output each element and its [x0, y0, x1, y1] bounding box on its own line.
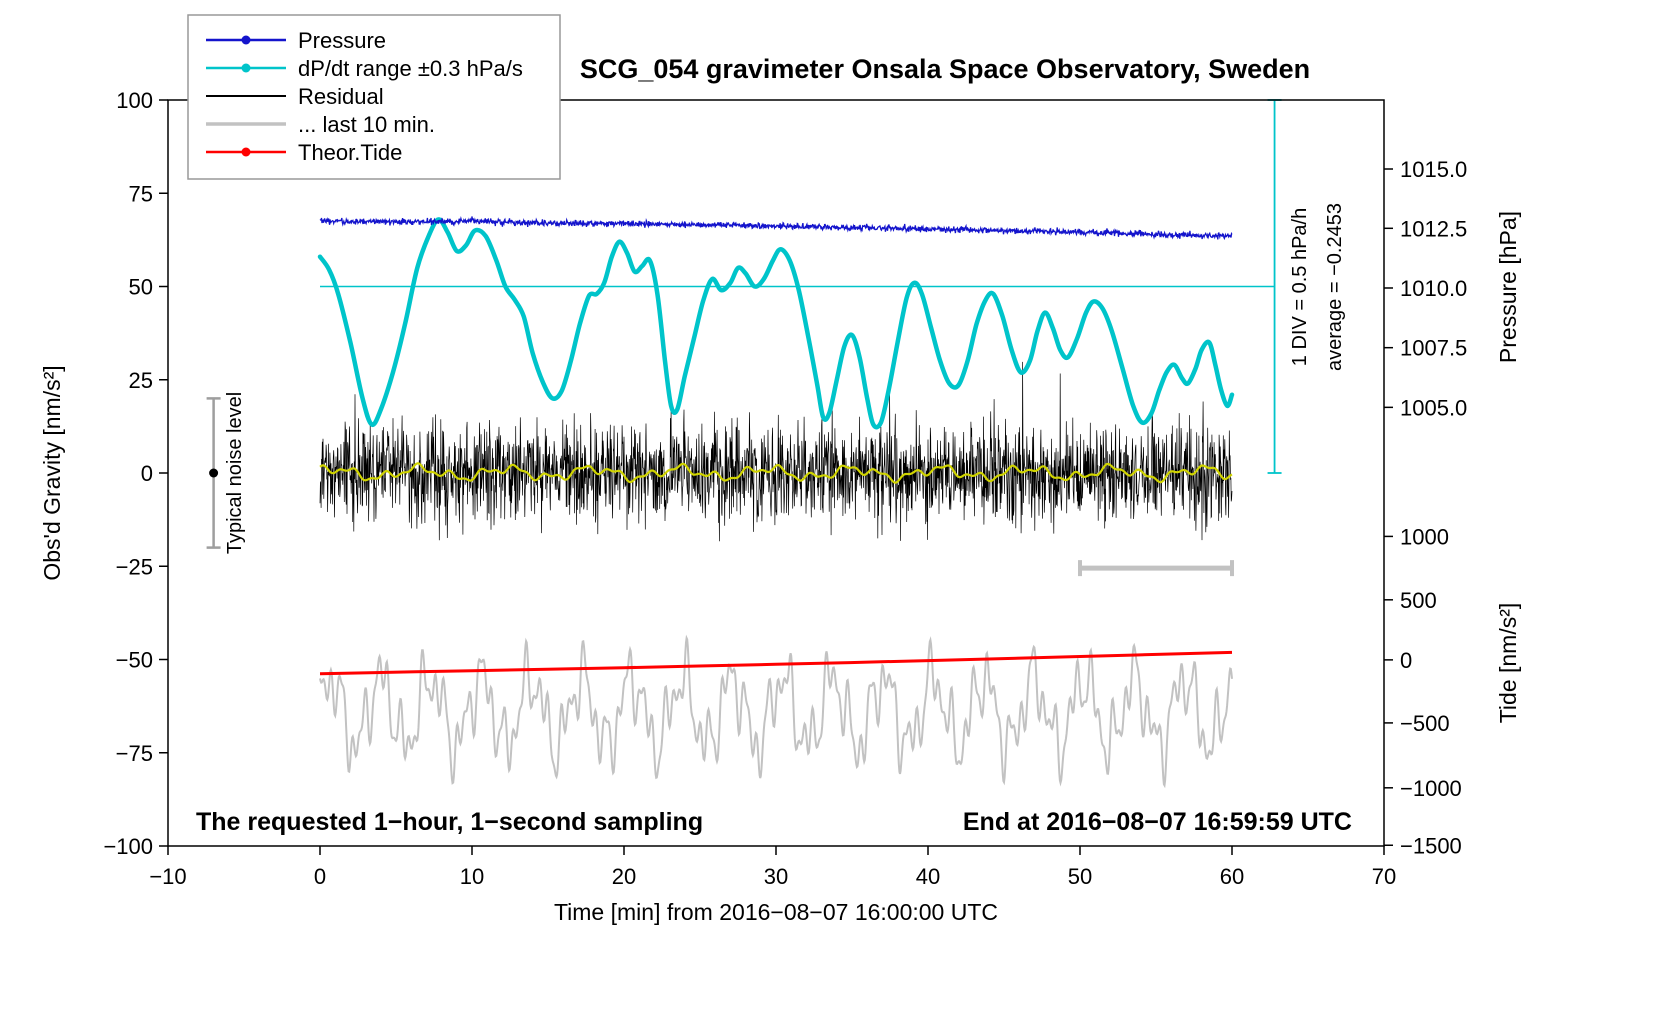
x-tick-label: 20	[612, 864, 636, 889]
legend-label: Residual	[298, 84, 384, 109]
gravity-tick-label: 0	[141, 461, 153, 486]
gravity-tick-label: 100	[116, 88, 153, 113]
legend-label: Theor.Tide	[298, 140, 402, 165]
chart-title: SCG_054 gravimeter Onsala Space Observat…	[580, 54, 1310, 84]
x-tick-label: 0	[314, 864, 326, 889]
tide-tick-label: 0	[1400, 648, 1412, 673]
gravity-tick-label: −25	[116, 554, 153, 579]
gravity-tick-label: −75	[116, 741, 153, 766]
gravity-tick-label: −50	[116, 648, 153, 673]
sampling-note: The requested 1−hour, 1−second sampling	[196, 808, 703, 836]
residual-smoothed-series	[319, 462, 1233, 484]
noise-errorbar-dot	[209, 468, 219, 478]
pressure-series	[319, 215, 1233, 241]
legend-label: dP/dt range ±0.3 hPa/s	[298, 56, 523, 81]
last10min-trace	[319, 634, 1233, 789]
dpdt-series	[317, 217, 1235, 430]
tide-tick-label: −500	[1400, 711, 1450, 736]
x-tick-label: −10	[149, 864, 186, 889]
pressure-tick-label: 1010.0	[1400, 276, 1467, 301]
pressure-tick-label: 1007.5	[1400, 336, 1467, 361]
pressure-tick-label: 1000	[1400, 524, 1449, 549]
legend-label: Pressure	[298, 28, 386, 53]
residual-series	[319, 361, 1233, 542]
x-tick-label: 40	[916, 864, 940, 889]
series-layer	[206, 99, 1282, 789]
gravity-tick-label: 50	[129, 275, 153, 300]
tide-tick-label: 500	[1400, 588, 1437, 613]
legend-marker-dot	[241, 35, 251, 45]
noise-level-label: Typical noise level	[224, 392, 246, 554]
x-tick-label: 60	[1220, 864, 1244, 889]
pressure-tick-label: 1012.5	[1400, 216, 1467, 241]
axes-layer: −10 0 10 20 30 40 50 60 701007550250−25−50−75−10…	[103, 88, 1467, 889]
end-time-note: End at 2016−08−07 16:59:59 UTC	[963, 808, 1352, 836]
tide-tick-label: −1000	[1400, 776, 1462, 801]
div-scale-label: 1 DIV = 0.5 hPa/h	[1289, 208, 1311, 366]
x-tick-label: 70	[1372, 864, 1396, 889]
x-tick-label: 10	[460, 864, 484, 889]
pressure-tick-label: 1015.0	[1400, 157, 1467, 182]
pressure-tick-label: 1005.0	[1400, 395, 1467, 420]
legend: Pressure dP/dt range ±0.3 hPa/s Residual..…	[187, 14, 561, 180]
pressure-axis-label: Pressure [hPa]	[1495, 211, 1521, 363]
gravity-tick-label: 25	[129, 368, 153, 393]
average-label: average = −0.2453	[1324, 203, 1346, 371]
legend-label: ... last 10 min.	[298, 112, 435, 137]
x-axis-label: Time [min] from 2016−08−07 16:00:00 UTC	[554, 899, 998, 925]
tide-tick-label: −1500	[1400, 833, 1462, 858]
gravity-tick-label: 75	[129, 181, 153, 206]
theor-tide-series	[319, 650, 1233, 676]
gravity-tick-label: −100	[103, 834, 153, 859]
legend-marker-dot	[241, 147, 251, 157]
gravity-axis-label: Obs'd Gravity [nm/s²]	[39, 365, 65, 580]
x-tick-label: 50	[1068, 864, 1092, 889]
x-tick-label: 30	[764, 864, 788, 889]
tide-axis-label: Tide [nm/s²]	[1495, 603, 1521, 724]
legend-marker-dot	[241, 63, 251, 73]
